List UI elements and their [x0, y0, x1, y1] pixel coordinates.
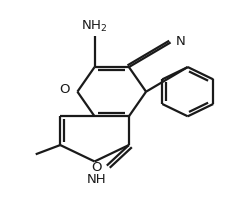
- Text: NH: NH: [87, 173, 107, 186]
- Text: NH$_2$: NH$_2$: [81, 19, 108, 34]
- Text: O: O: [60, 83, 70, 96]
- Text: N: N: [176, 35, 185, 48]
- Text: O: O: [91, 161, 101, 174]
